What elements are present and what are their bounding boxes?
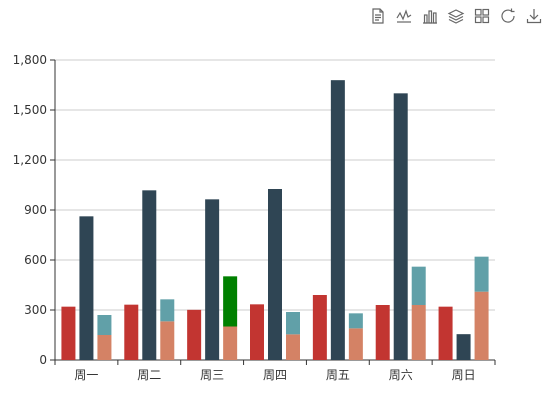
bar bbox=[312, 295, 327, 360]
x-tick-label: 周二 bbox=[137, 368, 161, 382]
bar bbox=[268, 189, 282, 360]
y-tick-label: 1,200 bbox=[13, 153, 47, 167]
x-tick-label: 周三 bbox=[200, 368, 224, 382]
chart-toolbar bbox=[368, 6, 544, 26]
bar bbox=[97, 335, 112, 360]
bar bbox=[187, 309, 202, 360]
bar bbox=[474, 291, 489, 360]
bar bbox=[205, 199, 220, 360]
bar bbox=[79, 216, 94, 360]
y-tick-label: 900 bbox=[24, 203, 47, 217]
y-tick-label: 300 bbox=[24, 303, 47, 317]
bar bbox=[286, 334, 300, 360]
tiled-icon[interactable] bbox=[472, 6, 492, 26]
y-tick-label: 0 bbox=[39, 353, 47, 367]
x-tick-label: 周一 bbox=[74, 368, 98, 382]
bar bbox=[286, 312, 300, 335]
x-tick-label: 周五 bbox=[326, 368, 350, 382]
bar bbox=[393, 93, 408, 360]
line-chart-icon[interactable] bbox=[394, 6, 414, 26]
x-tick-label: 周六 bbox=[389, 368, 413, 382]
y-tick-label: 1,500 bbox=[13, 103, 47, 117]
y-tick-label: 1,800 bbox=[13, 53, 47, 67]
y-tick-label: 600 bbox=[24, 253, 47, 267]
bar bbox=[124, 304, 139, 360]
x-tick-label: 周日 bbox=[452, 368, 476, 382]
bar-chart-icon[interactable] bbox=[420, 6, 440, 26]
bar bbox=[411, 305, 426, 360]
bar bbox=[348, 313, 363, 329]
bar bbox=[375, 305, 390, 360]
bar bbox=[250, 304, 264, 360]
bar bbox=[411, 266, 426, 305]
bar bbox=[474, 256, 489, 292]
bar bbox=[438, 306, 453, 360]
stack-icon[interactable] bbox=[446, 6, 466, 26]
bar bbox=[456, 334, 471, 360]
restore-icon[interactable] bbox=[498, 6, 518, 26]
bar bbox=[160, 321, 175, 360]
x-tick-label: 周四 bbox=[263, 368, 287, 382]
bar bbox=[61, 306, 76, 360]
bar bbox=[142, 190, 157, 360]
download-icon[interactable] bbox=[524, 6, 544, 26]
bar bbox=[330, 80, 345, 361]
bar bbox=[223, 276, 238, 327]
data-view-icon[interactable] bbox=[368, 6, 388, 26]
bar bbox=[348, 328, 363, 360]
bar bbox=[223, 326, 238, 360]
bar bbox=[97, 315, 112, 335]
bar bbox=[160, 299, 175, 322]
